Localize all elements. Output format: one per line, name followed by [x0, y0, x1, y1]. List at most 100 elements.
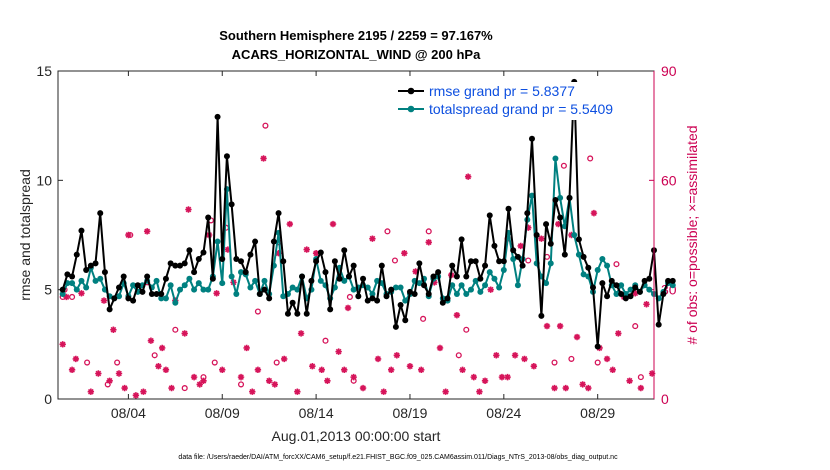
rmse-point [608, 277, 615, 284]
rmse-point [228, 201, 235, 208]
rmse-point [341, 247, 348, 254]
obs-assimilated-marker [155, 363, 162, 370]
rmse-point [219, 256, 226, 263]
rmse-point [557, 214, 564, 221]
rmse-point [101, 269, 108, 276]
rmse-point [627, 293, 634, 300]
obs-assimilated-marker [393, 352, 401, 359]
rmse-point [435, 269, 442, 276]
obs-assimilated-marker [294, 388, 301, 395]
obs-assimilated-marker [271, 381, 279, 388]
obs-possible-marker [632, 323, 639, 330]
obs-assimilated-marker [254, 366, 262, 374]
rmse-point [294, 310, 301, 317]
rmse-point [467, 258, 474, 265]
obs-assimilated-marker [265, 377, 273, 384]
spread-point [153, 277, 160, 284]
obs-assimilated-marker [603, 355, 611, 363]
obs-assimilated-marker [72, 355, 80, 363]
rmse-point [378, 262, 385, 269]
rmse-point [392, 323, 399, 330]
obs-possible-marker [346, 293, 353, 301]
spread-point [528, 192, 535, 199]
rmse-point [421, 282, 428, 289]
obs-possible-marker [211, 359, 218, 366]
rmse-point [153, 291, 160, 298]
rmse-point [205, 214, 212, 221]
spread-point [627, 286, 634, 293]
obs-assimilated-marker [543, 322, 551, 330]
rmse-point [78, 227, 85, 234]
spread-point [618, 282, 625, 289]
legend: rmse grand pr = 5.8377 totalspread grand… [393, 82, 652, 120]
rmse-point [458, 236, 465, 243]
rmse-point [575, 236, 582, 243]
rmse-point [594, 343, 601, 350]
x-tick-label: 08/14 [299, 405, 334, 421]
series-lines [59, 78, 676, 350]
obs-possible-marker [151, 352, 158, 359]
rmse-point [261, 286, 268, 293]
legend-spread-label: totalspread grand pr = 5.5409 [429, 101, 613, 117]
rmse-point [665, 277, 672, 284]
obs-assimilated-marker [143, 228, 151, 235]
obs-possible-marker [551, 359, 558, 366]
rmse-point [528, 135, 535, 142]
rmse-point [83, 266, 90, 273]
rmse-point [453, 273, 460, 280]
obs-assimilated-marker [643, 301, 650, 308]
obs-assimilated-marker [132, 392, 140, 399]
rmse-point [519, 262, 526, 269]
obs-assimilated-marker [286, 220, 294, 228]
obs-assimilated-marker [555, 220, 562, 228]
rmse-point [191, 269, 198, 276]
spread-point [294, 286, 301, 293]
obs-assimilated-marker [406, 363, 414, 370]
rmse-point [589, 284, 596, 291]
spread-point [233, 291, 240, 298]
rmse-point [87, 262, 94, 269]
rmse-point [660, 291, 667, 298]
spread-point [496, 284, 503, 291]
spread-point [172, 299, 179, 306]
rmse-point [430, 273, 437, 280]
rmse-point [64, 271, 71, 278]
spread-point [463, 291, 470, 298]
obs-assimilated-marker [341, 366, 348, 374]
rmse-point [411, 291, 418, 298]
obs-assimilated-marker [95, 370, 102, 377]
spread-point [397, 284, 404, 291]
spread-point [116, 293, 123, 300]
rmse-point [275, 210, 282, 217]
y-tick-label: 15 [36, 63, 52, 79]
rmse-point [355, 293, 362, 300]
rmse-point [552, 197, 559, 204]
rmse-point [130, 297, 137, 304]
obs-assimilated-marker [324, 377, 331, 384]
spread-point [622, 291, 629, 298]
obs-assimilated-marker [470, 373, 477, 381]
obs-assimilated-marker [525, 224, 532, 231]
rmse-point [214, 113, 221, 120]
spread-point [200, 286, 207, 293]
spread-point [453, 291, 460, 298]
obs-assimilated-marker [626, 377, 633, 384]
obs-assimilated-marker [579, 381, 586, 388]
rmse-point [510, 247, 517, 254]
spread-point [482, 282, 489, 289]
rmse-point [177, 262, 184, 269]
rmse-point [599, 280, 606, 287]
obs-possible-marker [237, 381, 245, 388]
rmse-point [162, 275, 169, 282]
spread-point [289, 284, 296, 291]
obs-assimilated-marker [487, 286, 494, 293]
spread-point [486, 269, 493, 276]
obs-possible-marker [420, 315, 427, 322]
rmse-point [538, 312, 545, 319]
spread-point [477, 288, 484, 295]
spread-point [280, 293, 287, 300]
obs-assimilated-marker [125, 231, 132, 239]
obs-possible-marker [637, 374, 644, 381]
rmse-point [622, 295, 629, 302]
spread-point [514, 282, 521, 289]
